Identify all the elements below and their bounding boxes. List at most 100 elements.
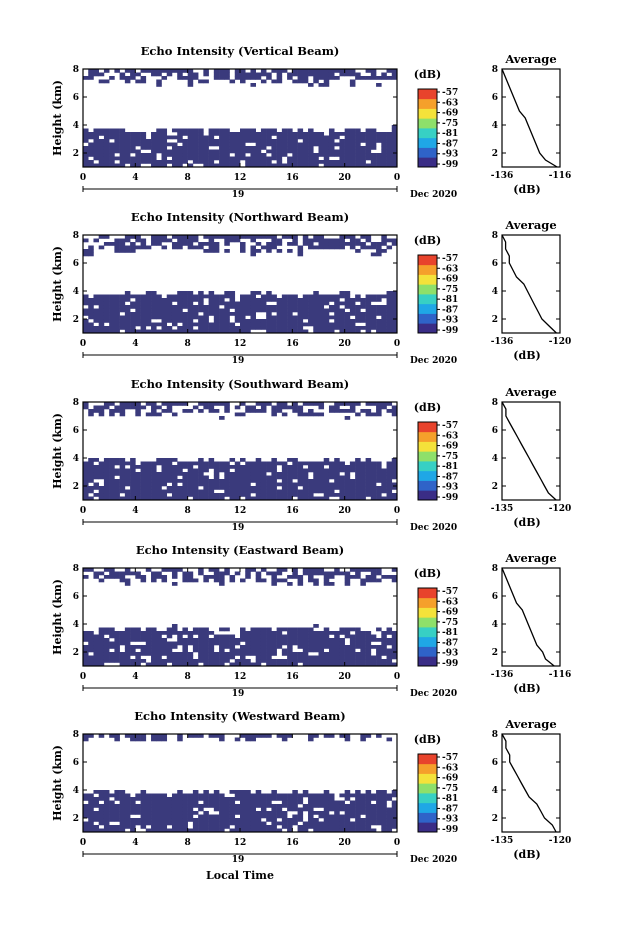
colorbar-tick-label: -63 <box>442 431 458 441</box>
heatmap-cell <box>109 475 115 480</box>
heatmap-cell <box>145 804 152 808</box>
heatmap-cell <box>349 146 356 150</box>
heatmap-cell <box>302 412 309 417</box>
heatmap-cell <box>318 638 325 642</box>
heatmap-cell <box>124 329 131 334</box>
heatmap-cell <box>376 648 382 653</box>
heatmap-cell <box>229 465 236 469</box>
heatmap-cell <box>151 818 157 822</box>
heatmap-cell <box>192 475 199 480</box>
heatmap-cell <box>109 814 115 819</box>
heatmap-cell <box>292 652 298 656</box>
heatmap-cell <box>365 128 372 133</box>
heatmap-cell <box>308 142 314 147</box>
heatmap-cell <box>313 238 319 243</box>
heatmap-cell <box>376 412 382 417</box>
heatmap-cell <box>386 828 393 833</box>
heatmap-cell <box>124 475 131 480</box>
heatmap-cell <box>103 242 110 246</box>
heatmap-cell <box>386 825 393 829</box>
heatmap-cell <box>386 245 393 250</box>
colorbar-tick-label: -87 <box>442 139 458 149</box>
heatmap-cell <box>365 821 372 826</box>
heatmap-cell <box>88 659 94 663</box>
heatmap-cell <box>187 312 194 316</box>
heatmap-cell <box>255 662 262 667</box>
heatmap-cell <box>119 828 126 833</box>
heatmap-cell <box>287 489 293 494</box>
heatmap-cell <box>177 568 183 572</box>
heatmap-cell <box>344 793 351 798</box>
heatmap-cell <box>124 489 131 494</box>
heatmap-cell <box>192 315 199 320</box>
heatmap-cell <box>234 468 241 473</box>
heatmap-cell <box>124 568 131 572</box>
heatmap-cell <box>313 135 319 140</box>
heatmap-cell <box>386 135 393 140</box>
heatmap-cell <box>250 326 256 330</box>
heatmap-cell <box>98 496 105 501</box>
heatmap-cell <box>88 821 94 826</box>
heatmap-cell <box>370 135 377 140</box>
heatmap-cell <box>240 800 246 805</box>
heatmap-cell <box>360 659 366 663</box>
heatmap-cell <box>250 149 256 154</box>
heatmap-cell <box>318 235 325 239</box>
heatmap-cell <box>323 807 330 812</box>
heatmap-cell <box>302 571 309 576</box>
heatmap-cell <box>360 465 366 469</box>
heatmap-cell <box>135 315 141 320</box>
heatmap-cell <box>276 472 283 476</box>
heatmap-cell <box>344 291 351 295</box>
heatmap-cell <box>166 298 173 302</box>
heatmap-cell <box>318 76 325 80</box>
heatmap-cell <box>161 475 168 480</box>
heatmap-cell <box>161 132 168 136</box>
heatmap-cell <box>360 475 366 480</box>
heatmap-cell <box>334 319 340 323</box>
heatmap-cell <box>166 821 173 826</box>
heatmap-cell <box>135 662 141 667</box>
heatmap-cell <box>287 472 293 476</box>
heatmap-cell <box>145 319 152 323</box>
heatmap-cell <box>224 319 230 323</box>
heatmap-cell <box>177 652 183 656</box>
heatmap-cell <box>161 153 168 157</box>
heatmap-cell <box>229 235 236 239</box>
heatmap-cell <box>124 797 131 801</box>
y-axis-label: Height (km) <box>51 413 64 489</box>
heatmap-cell <box>234 312 241 316</box>
heatmap-cell <box>276 814 283 819</box>
heatmap-cell <box>360 315 366 320</box>
heatmap-cell <box>83 575 89 579</box>
heatmap-cell <box>313 811 319 815</box>
heatmap-cell <box>145 146 152 150</box>
heatmap-cell <box>339 238 345 243</box>
heatmap-cell <box>240 312 246 316</box>
colorbar-frame <box>417 753 438 833</box>
profile-line <box>501 401 557 501</box>
heatmap-cell <box>355 645 361 649</box>
heatmap-cell <box>386 662 393 667</box>
heatmap-cell <box>213 142 220 147</box>
heatmap-cell <box>151 479 157 483</box>
heatmap-cell <box>135 305 141 309</box>
heatmap-cell <box>245 804 251 808</box>
heatmap-cell <box>287 135 293 140</box>
heatmap-cell <box>135 156 141 161</box>
colorbar-tick-label: -57 <box>442 254 458 264</box>
heatmap-cell <box>234 638 241 642</box>
heatmap-cell <box>192 479 199 483</box>
heatmap-cell <box>381 315 387 320</box>
heatmap-cell <box>135 797 141 801</box>
heatmap-cell <box>98 245 105 250</box>
heatmap-cell <box>334 655 340 660</box>
heatmap-cell <box>171 496 178 501</box>
heatmap-cell <box>245 652 251 656</box>
heatmap-cell <box>297 655 304 660</box>
heatmap-cell <box>255 305 262 309</box>
heatmap-cell <box>339 486 345 490</box>
heatmap-cell <box>318 319 325 323</box>
colorbar-tick-label: -63 <box>442 763 458 773</box>
